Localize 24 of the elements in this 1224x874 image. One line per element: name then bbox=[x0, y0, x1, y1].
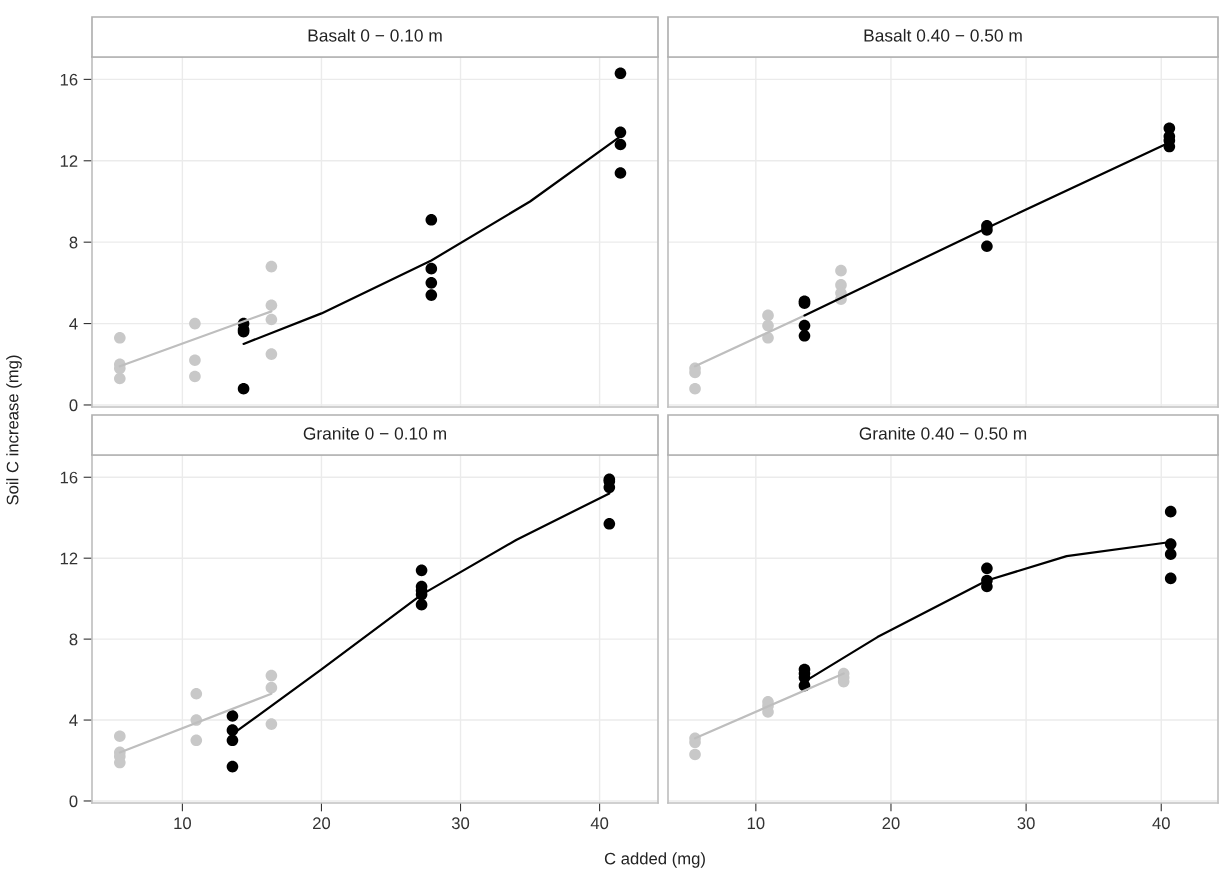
x-tick-label: 10 bbox=[747, 817, 765, 830]
chart-title: Basalt 0 − 0.10 m bbox=[308, 28, 442, 42]
y-tick-label: 8 bbox=[69, 633, 78, 646]
x-tick-label: 10 bbox=[174, 817, 192, 830]
x-axis-title: C added (mg) bbox=[604, 852, 705, 868]
x-tick-label: 20 bbox=[882, 817, 900, 830]
y-tick-label: 4 bbox=[69, 714, 78, 727]
x-tick-label: 40 bbox=[590, 817, 609, 830]
chart-title: Granite 0.40 − 0.50 m bbox=[859, 426, 1027, 440]
y-tick-label: 0 bbox=[69, 399, 78, 412]
x-tick-label: 20 bbox=[313, 817, 331, 830]
chart-title: Granite 0 − 0.10 m bbox=[303, 426, 446, 440]
x-tick-label: 30 bbox=[451, 817, 470, 830]
y-tick-label: 16 bbox=[60, 73, 78, 86]
x-tick-label: 40 bbox=[1152, 817, 1170, 830]
y-tick-label: 0 bbox=[69, 795, 78, 808]
y-tick-label: 4 bbox=[69, 318, 78, 330]
y-tick-label: 12 bbox=[60, 552, 78, 565]
chart-title: Basalt 0.40 − 0.50 m bbox=[864, 28, 1022, 42]
x-tick-label: 30 bbox=[1017, 817, 1035, 830]
y-tick-label: 16 bbox=[60, 471, 78, 484]
y-tick-label: 12 bbox=[60, 155, 78, 167]
y-axis-title: Soil C increase (mg) bbox=[6, 355, 22, 505]
y-tick-label: 8 bbox=[69, 236, 78, 249]
